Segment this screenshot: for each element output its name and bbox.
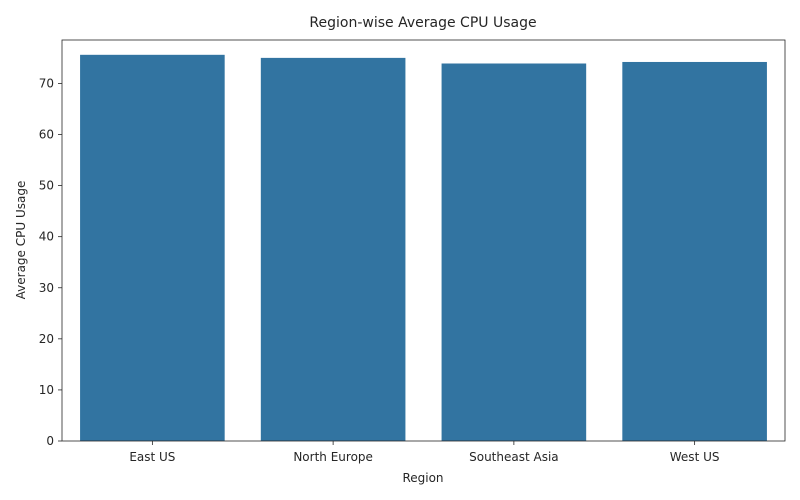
y-tick-label: 70 [39, 76, 54, 90]
x-tick-label: North Europe [293, 450, 373, 464]
x-tick-label: East US [129, 450, 175, 464]
y-tick-label: 60 [39, 128, 54, 142]
chart-title: Region-wise Average CPU Usage [309, 15, 536, 31]
y-tick-label: 40 [39, 230, 54, 244]
y-tick-label: 20 [39, 332, 54, 346]
x-tick-label: West US [670, 450, 720, 464]
y-tick-label: 30 [39, 281, 54, 295]
y-tick-label: 0 [46, 434, 54, 448]
bar-southeast-asia [441, 63, 587, 442]
bar-north-europe [260, 57, 406, 442]
bar-west-us [622, 61, 767, 441]
x-axis-title: Region [402, 471, 443, 485]
x-tick-label: Southeast Asia [469, 450, 559, 464]
x-axis-ticks: East US North Europe Southeast Asia West US [129, 441, 719, 464]
y-axis-ticks: 0 10 20 30 40 50 60 70 [39, 76, 62, 448]
y-tick-label: 10 [39, 383, 54, 397]
y-tick-label: 50 [39, 179, 54, 193]
plot-frame [61, 39, 786, 442]
bar-east-us [80, 54, 225, 441]
y-axis-title: Average CPU Usage [14, 181, 28, 300]
bars-group [80, 54, 767, 442]
